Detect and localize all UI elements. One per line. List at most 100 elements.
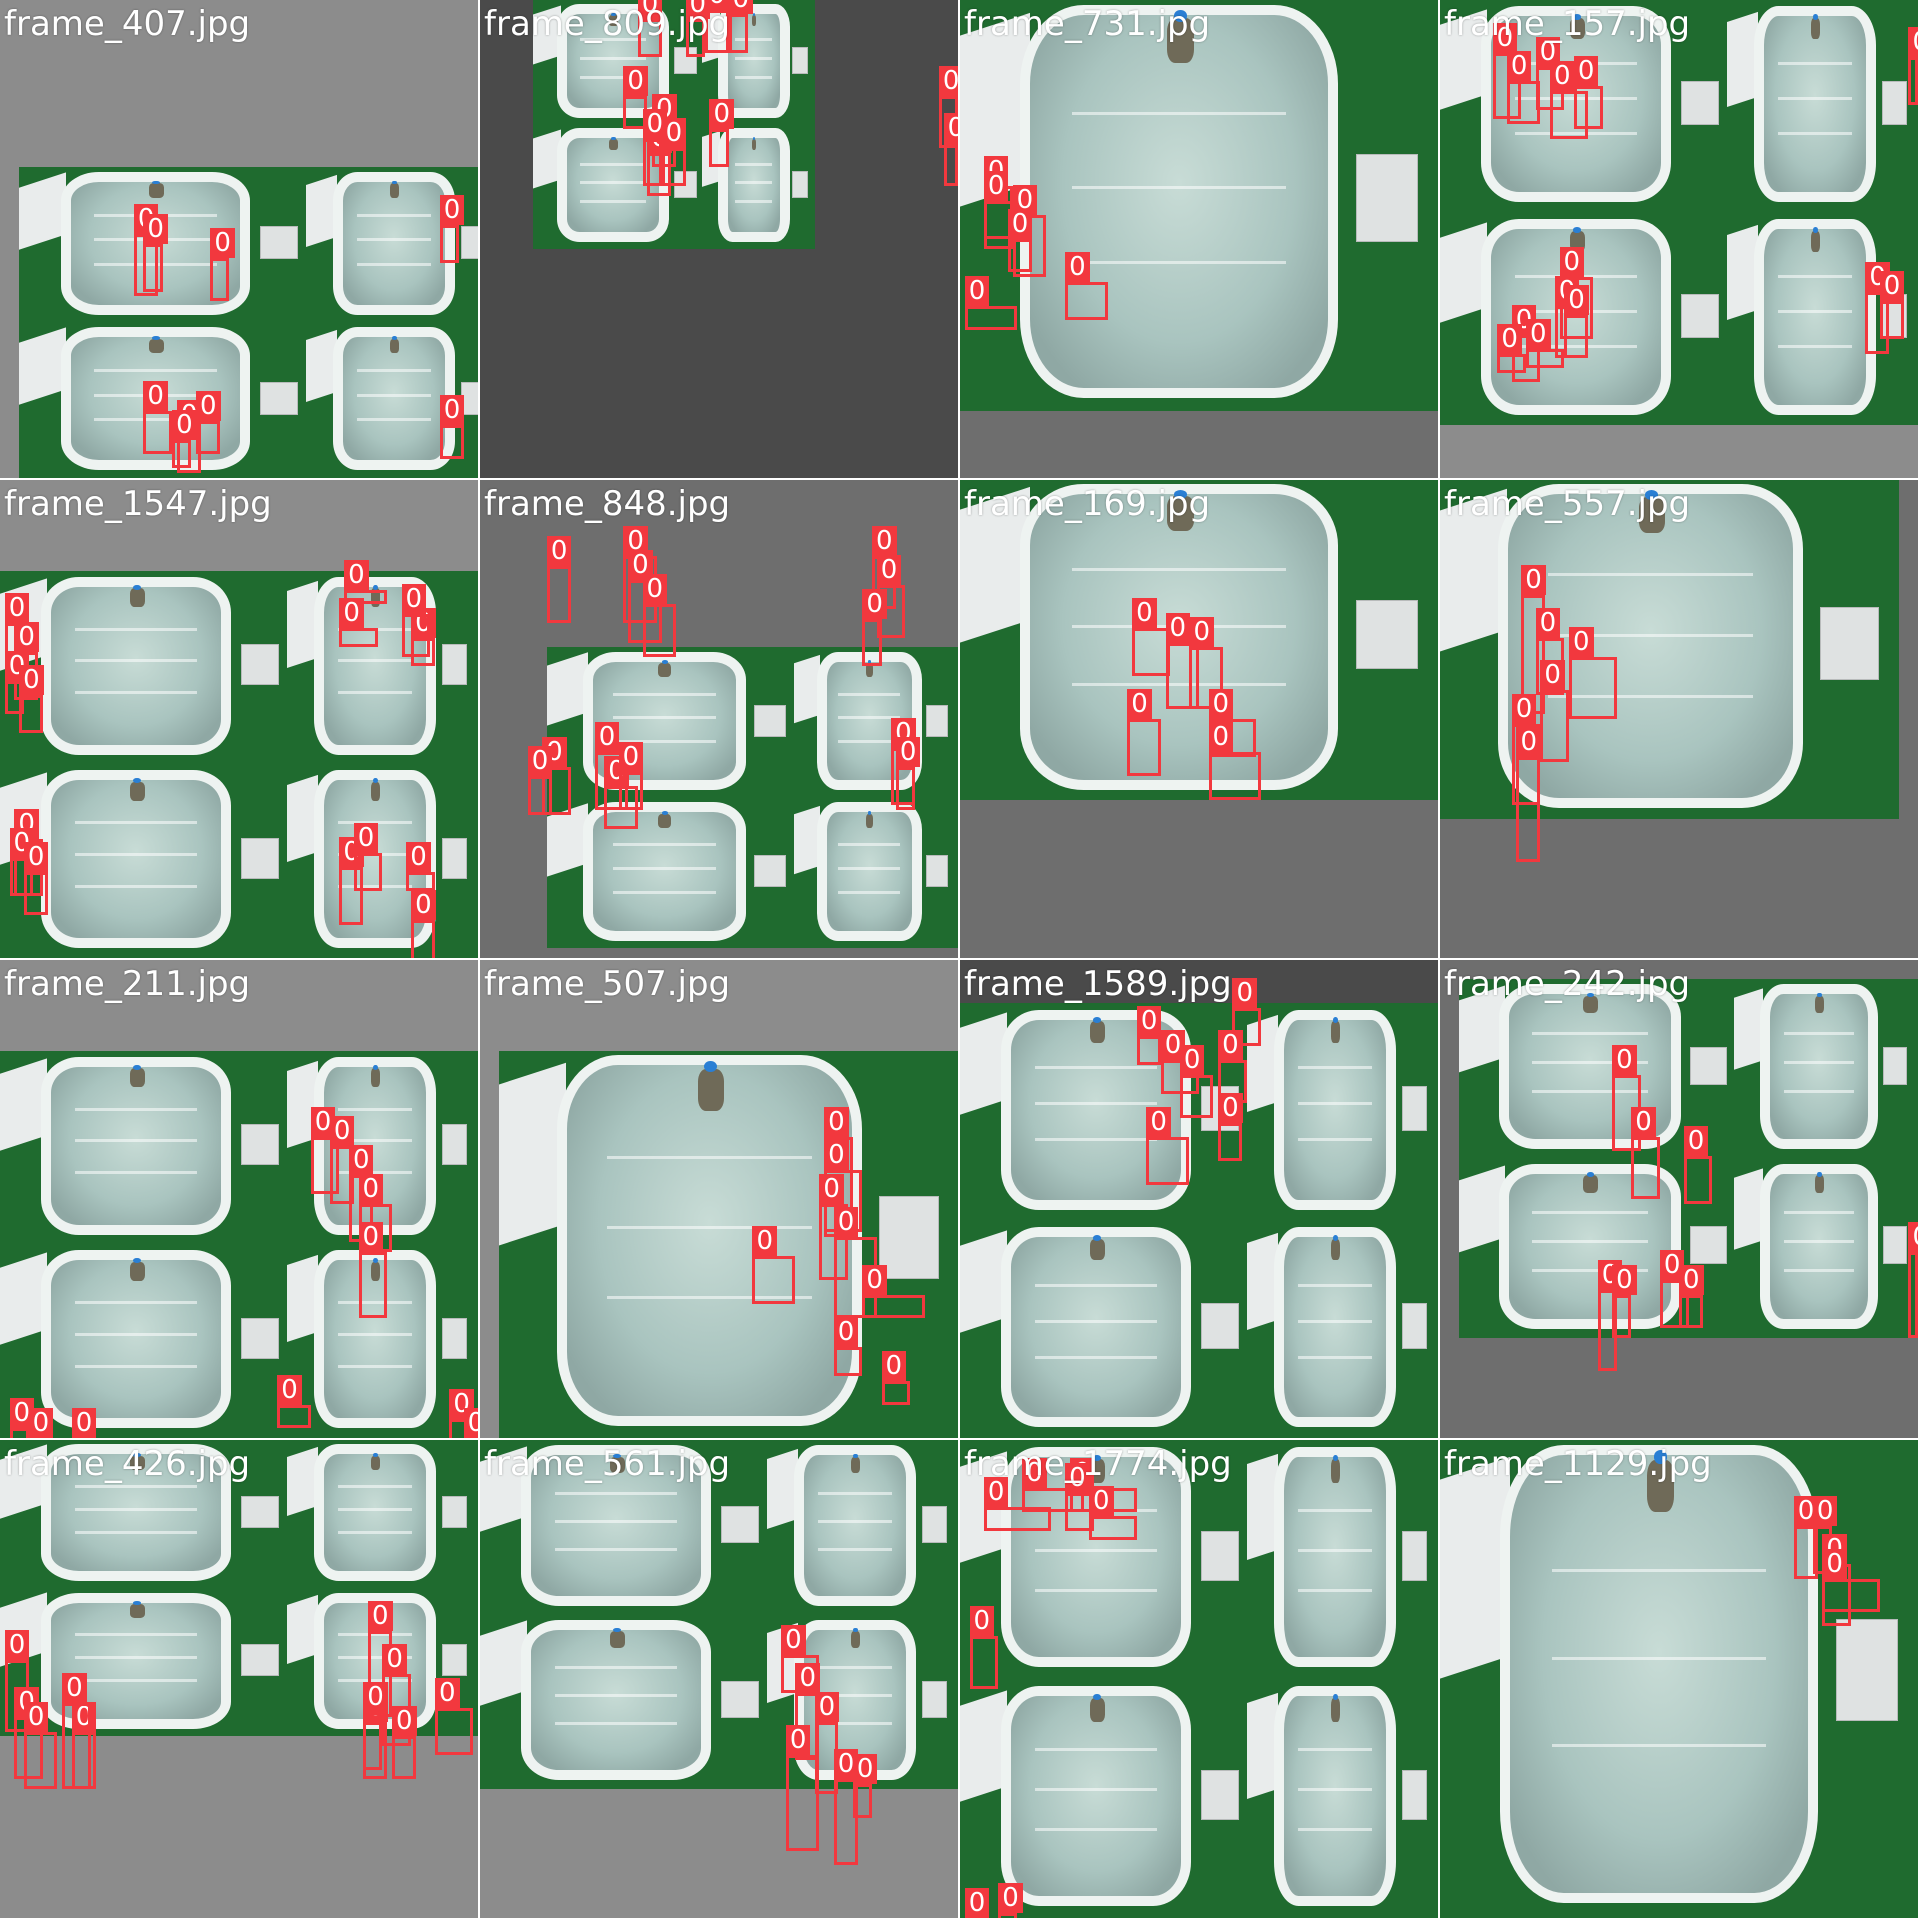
- white-cloth: [305, 330, 337, 403]
- bottle: [1810, 14, 1820, 40]
- tub-shelf: [1783, 1211, 1854, 1215]
- tub-shelf: [1035, 1283, 1158, 1287]
- tile-filename: frame_407.jpg: [4, 4, 251, 44]
- plastic-tub: [41, 770, 232, 949]
- tub-shelf: [1035, 1066, 1158, 1070]
- class-label: 0: [938, 65, 958, 96]
- tub-shelf: [579, 38, 647, 42]
- detection-box: 0: [411, 889, 436, 958]
- tub-shelf: [357, 213, 431, 217]
- tub-shelf: [75, 1301, 198, 1305]
- tub-shelf: [1297, 1509, 1372, 1513]
- tub-shelf: [579, 162, 647, 166]
- detection-box: 0: [9, 1398, 35, 1438]
- tub-shelf: [94, 369, 217, 373]
- bottle: [1810, 227, 1820, 252]
- training-photo: [499, 1050, 958, 1438]
- tub-shelf: [75, 1679, 198, 1683]
- tile-filename: frame_1547.jpg: [4, 484, 272, 524]
- mosaic-tile: 0 0 0 0 0 0 0 frame_1589.jpg: [960, 960, 1440, 1440]
- detection-box: 0: [685, 0, 711, 58]
- tub-shelf: [1515, 132, 1638, 136]
- class-label: 0: [814, 1692, 840, 1723]
- tub-shelf: [1297, 1589, 1372, 1593]
- detection-box: 0: [1822, 1548, 1880, 1613]
- plastic-tub: [1497, 483, 1804, 809]
- white-cloth: [286, 1595, 318, 1665]
- detection-box: 0: [439, 194, 465, 263]
- tub-shelf: [838, 890, 900, 894]
- plastic-tub: [41, 1056, 232, 1235]
- class-label: 0: [1612, 1264, 1637, 1295]
- class-label: 0: [862, 1264, 887, 1295]
- plastic-tub: [556, 1055, 863, 1426]
- class-label: 0: [1549, 60, 1575, 91]
- detection-box: 0: [862, 1264, 925, 1319]
- class-label: 0: [439, 395, 465, 426]
- detection-box: 0: [1165, 612, 1199, 710]
- paper-label: [1356, 600, 1418, 669]
- plastic-tub: [816, 802, 922, 941]
- detection-box: 0: [964, 1888, 990, 1918]
- bottle: [865, 660, 874, 678]
- detection-box: 0: [1506, 51, 1541, 125]
- bottle: [609, 1628, 625, 1648]
- detection-box: 0: [1065, 252, 1109, 321]
- tub-shelf: [1071, 682, 1287, 686]
- white-cloth: [1726, 224, 1758, 320]
- class-label: 0: [1679, 1264, 1704, 1295]
- tub-shelf: [337, 1507, 412, 1511]
- paper-label: [1681, 80, 1719, 126]
- detection-box: 0: [943, 113, 958, 187]
- paper-label: [1690, 1047, 1727, 1086]
- tub-shelf: [1777, 309, 1852, 313]
- class-label: 0: [637, 0, 663, 20]
- class-label: 0: [1908, 27, 1918, 58]
- detection-box: 0: [1679, 1264, 1704, 1329]
- tub-shelf: [75, 884, 198, 888]
- detection-box: 0: [785, 1725, 820, 1852]
- white-cloth: [960, 1230, 1008, 1333]
- mosaic-tile: 0 0 0 0 0 0 0 0 0 0 0 0 0 0 frame_848.jpg: [480, 480, 960, 960]
- white-cloth: [286, 581, 318, 669]
- bottle: [389, 335, 399, 354]
- tub-shelf: [555, 1519, 678, 1523]
- detection-box: 0: [1908, 1221, 1918, 1338]
- paper-label: [1690, 1226, 1727, 1265]
- detection-box: 0: [819, 1173, 849, 1281]
- bottle: [698, 1061, 724, 1111]
- bottle: [1089, 1017, 1105, 1043]
- class-label: 0: [23, 1701, 49, 1732]
- detection-box: 0: [1208, 689, 1257, 758]
- tub-shelf: [75, 627, 198, 631]
- tub-shelf: [75, 690, 198, 694]
- tub-shelf: [1071, 260, 1287, 264]
- training-photo: [1459, 979, 1918, 1338]
- paper-label: [1201, 1530, 1239, 1581]
- class-label: 0: [1540, 660, 1565, 691]
- detection-box: 0: [1549, 60, 1589, 139]
- class-label: 0: [329, 1116, 355, 1147]
- class-label: 0: [411, 889, 436, 920]
- tub-shelf: [1035, 1138, 1158, 1142]
- detection-box: 0: [637, 0, 663, 58]
- bottle: [751, 12, 757, 26]
- training-photo: [480, 1440, 958, 1789]
- white-cloth: [19, 172, 67, 250]
- class-label: 0: [339, 598, 364, 629]
- tub-shelf: [555, 1491, 678, 1495]
- paper-label: [260, 381, 298, 415]
- class-label: 0: [9, 1398, 35, 1429]
- class-label: 0: [1136, 1006, 1162, 1037]
- tub-shelf: [1547, 573, 1754, 577]
- bottle: [129, 1258, 145, 1281]
- tub-shelf: [1035, 1549, 1158, 1553]
- tub-shelf: [1297, 1549, 1372, 1553]
- detection-box: 0: [862, 588, 887, 667]
- plastic-tub: [1500, 1445, 1819, 1903]
- detection-box: 0: [1683, 1125, 1713, 1204]
- class-label: 0: [1012, 185, 1038, 216]
- paper-label: [260, 226, 298, 260]
- class-label: 0: [172, 409, 197, 440]
